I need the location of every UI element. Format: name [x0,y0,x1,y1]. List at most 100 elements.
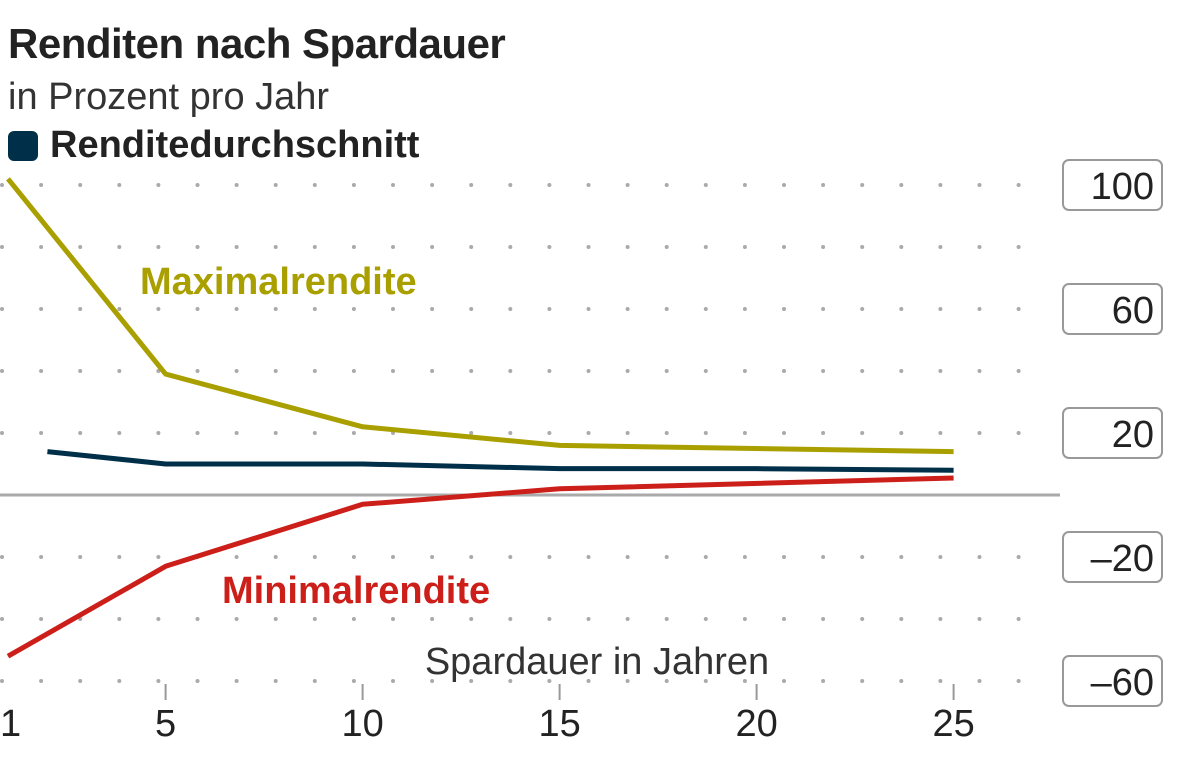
grid-dot [899,617,904,621]
grid-dot [782,555,786,559]
grid-dot [742,617,747,621]
grid-dot [234,369,239,373]
x-tick-label: 20 [735,703,777,745]
grid-dot [0,617,4,621]
grid-dot [156,307,161,311]
grid-dot [547,183,552,187]
grid-dot [1016,555,1021,559]
grid-dot [1016,307,1021,311]
grid-dot [78,183,83,187]
grid-dot [156,679,161,683]
grid-dot [469,369,474,373]
grid-dot [391,183,395,187]
grid-dot [703,555,708,559]
grid-dot [234,555,239,559]
grid-dot [782,679,786,683]
grid-dot [78,679,83,683]
grid-dot [742,679,747,683]
grid-dot [469,617,474,621]
grid-dot [899,369,904,373]
grid-dot [547,369,552,373]
grid-dot [899,307,904,311]
grid-dot [586,245,591,249]
grid-dot [195,307,200,311]
grid-dot [39,679,44,683]
grid-dot [430,245,435,249]
grid-dot [391,245,395,249]
grid-dot [860,183,865,187]
grid-dot [234,679,239,683]
grid-dot [0,183,4,187]
x-tick-label: 1 [0,703,21,745]
series-label-maximalrendite: Maximalrendite [140,261,417,303]
grid-dot [625,431,630,435]
grid-dot [742,183,747,187]
grid-dot [742,369,747,373]
grid-dot [860,369,865,373]
grid-dot [625,555,630,559]
grid-dot [156,617,161,621]
grid-dot [117,431,122,435]
y-tick-label: 20 [1112,414,1154,456]
grid-dot [195,679,200,683]
grid-dot [156,245,161,249]
grid-dot [703,679,708,683]
grid-dot [977,245,982,249]
grid-dot [78,245,83,249]
grid-dot [703,245,708,249]
x-tick-label: 15 [538,703,580,745]
series-line-minimalrendite [6,475,954,659]
grid-dot [508,617,513,621]
grid-dot [78,369,83,373]
grid-dot [195,431,200,435]
grid-dot [938,679,943,683]
grid-dot [586,307,591,311]
grid-dot [938,555,943,559]
grid-dot [430,183,435,187]
grid-dot [39,617,44,621]
grid-dot [430,307,435,311]
y-tick-label: 60 [1112,290,1154,332]
grid-dot [547,555,552,559]
grid-dot [782,245,786,249]
grid-dot [78,431,83,435]
y-tick-label: –60 [1091,662,1154,704]
grid-dot [625,617,630,621]
grid-dot [821,369,826,373]
grid-dot [351,183,356,187]
grid-dot [586,617,591,621]
grid-dot [312,307,317,311]
grid-dot [508,245,513,249]
grid-dot [586,183,591,187]
grid-dot [312,679,317,683]
grid-dot [625,307,630,311]
grid-dot [586,431,591,435]
grid-dot [625,245,630,249]
grid-dot [664,679,669,683]
grid-dot [586,679,591,683]
grid-dot [977,679,982,683]
grid-dot [625,369,630,373]
y-tick-box [1062,407,1163,459]
grid-dot [78,307,83,311]
grid-dot [469,431,474,435]
grid-dot [0,307,4,311]
grid-dot [547,307,552,311]
y-tick-label: 100 [1091,166,1154,208]
grid-dot [821,555,826,559]
grid-dot [821,245,826,249]
grid-dot [117,555,122,559]
grid-dot [0,679,4,683]
grid-dot [508,555,513,559]
grid-dot [664,555,669,559]
grid-dot [39,369,44,373]
grid-dot [860,617,865,621]
grid-dot [664,307,669,311]
grid-dot [860,431,865,435]
grid-dot [273,183,278,187]
grid-dot [273,431,278,435]
grid-dot [742,307,747,311]
grid-dot [860,307,865,311]
grid-dot [117,369,122,373]
